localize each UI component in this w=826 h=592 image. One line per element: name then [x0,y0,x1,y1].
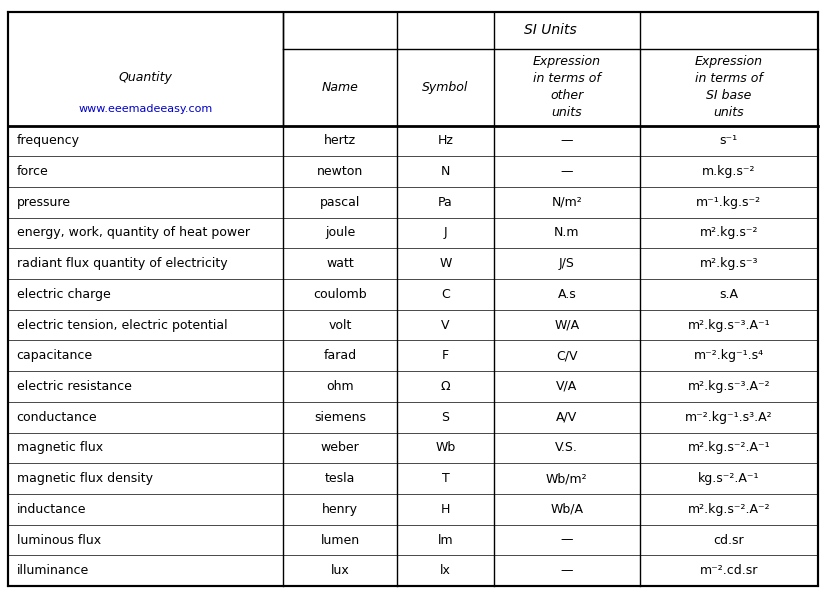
Text: watt: watt [326,257,354,270]
Text: N: N [441,165,450,178]
Text: SI Units: SI Units [525,23,577,37]
Text: H: H [441,503,450,516]
Text: conductance: conductance [17,411,97,424]
Text: capacitance: capacitance [17,349,93,362]
Text: F: F [442,349,449,362]
Text: farad: farad [324,349,357,362]
Text: coulomb: coulomb [313,288,367,301]
Text: T: T [442,472,449,485]
Text: energy, work, quantity of heat power: energy, work, quantity of heat power [17,227,249,240]
Text: cd.sr: cd.sr [714,533,744,546]
Text: lx: lx [440,564,451,577]
Text: www.eeemadeeasy.com: www.eeemadeeasy.com [78,104,213,114]
Text: magnetic flux: magnetic flux [17,442,102,455]
Text: s⁻¹: s⁻¹ [719,134,738,147]
Text: Wb: Wb [435,442,455,455]
Text: Expression
in terms of
other
units: Expression in terms of other units [533,55,601,119]
Text: ohm: ohm [326,380,354,393]
Text: V.S.: V.S. [555,442,578,455]
Text: siemens: siemens [314,411,366,424]
Text: electric tension, electric potential: electric tension, electric potential [17,318,227,332]
Text: frequency: frequency [17,134,79,147]
Text: force: force [17,165,48,178]
Text: volt: volt [329,318,352,332]
Text: N/m²: N/m² [552,196,582,209]
Text: V/A: V/A [556,380,577,393]
Text: W: W [439,257,452,270]
Text: J/S: J/S [559,257,575,270]
Text: A/V: A/V [556,411,577,424]
Text: m².kg.s⁻²: m².kg.s⁻² [700,227,758,240]
Text: V: V [441,318,449,332]
Text: m².kg.s⁻³.A⁻²: m².kg.s⁻³.A⁻² [687,380,770,393]
Text: A.s: A.s [558,288,577,301]
Text: electric charge: electric charge [17,288,110,301]
Text: henry: henry [322,503,358,516]
Text: s.A: s.A [719,288,738,301]
Text: tesla: tesla [325,472,355,485]
Text: radiant flux quantity of electricity: radiant flux quantity of electricity [17,257,227,270]
Text: magnetic flux density: magnetic flux density [17,472,153,485]
Text: lm: lm [438,533,453,546]
Text: pressure: pressure [17,196,70,209]
Text: —: — [561,564,573,577]
Text: —: — [561,533,573,546]
Text: m⁻².kg⁻¹.s⁴: m⁻².kg⁻¹.s⁴ [694,349,764,362]
Text: joule: joule [325,227,355,240]
Text: lumen: lumen [320,533,359,546]
Text: S: S [441,411,449,424]
Text: Quantity: Quantity [119,70,173,83]
Text: m².kg.s⁻³.A⁻¹: m².kg.s⁻³.A⁻¹ [687,318,770,332]
Text: —: — [561,134,573,147]
Text: luminous flux: luminous flux [17,533,101,546]
Text: electric resistance: electric resistance [17,380,131,393]
Text: J: J [444,227,447,240]
Text: m.kg.s⁻²: m.kg.s⁻² [702,165,756,178]
Text: C: C [441,288,449,301]
Text: —: — [561,165,573,178]
Text: m⁻².kg⁻¹.s³.A²: m⁻².kg⁻¹.s³.A² [685,411,772,424]
Text: Wb/m²: Wb/m² [546,472,587,485]
Text: m².kg.s⁻².A⁻²: m².kg.s⁻².A⁻² [687,503,770,516]
Text: W/A: W/A [554,318,579,332]
Text: m⁻¹.kg.s⁻²: m⁻¹.kg.s⁻² [696,196,762,209]
Text: hertz: hertz [324,134,356,147]
Text: m⁻².cd.sr: m⁻².cd.sr [700,564,758,577]
Text: newton: newton [317,165,363,178]
Text: Hz: Hz [438,134,453,147]
Text: Ω: Ω [440,380,450,393]
Text: m².kg.s⁻³: m².kg.s⁻³ [700,257,758,270]
Text: Pa: Pa [438,196,453,209]
Text: C/V: C/V [556,349,577,362]
Text: weber: weber [320,442,359,455]
Text: inductance: inductance [17,503,86,516]
Text: pascal: pascal [320,196,360,209]
Text: N.m: N.m [554,227,580,240]
Text: lux: lux [330,564,349,577]
Text: m².kg.s⁻².A⁻¹: m².kg.s⁻².A⁻¹ [687,442,770,455]
Text: Expression
in terms of
SI base
units: Expression in terms of SI base units [695,55,762,119]
Text: kg.s⁻².A⁻¹: kg.s⁻².A⁻¹ [698,472,759,485]
Text: Wb/A: Wb/A [550,503,583,516]
Text: Name: Name [321,81,358,94]
Text: Symbol: Symbol [422,81,468,94]
Text: illuminance: illuminance [17,564,88,577]
